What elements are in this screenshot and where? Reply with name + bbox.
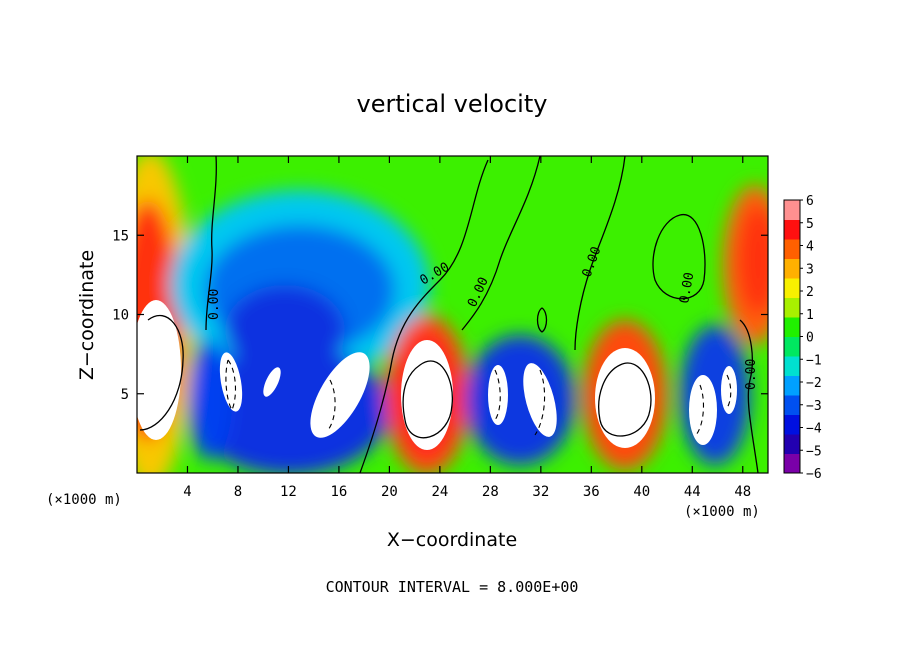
y-tick-label: 15: [112, 228, 129, 244]
x-tick-label: 16: [330, 484, 347, 500]
colorbar-tick-label: 0: [806, 331, 814, 346]
x-tick-label: 40: [633, 484, 650, 500]
contour-label: 0.00: [744, 359, 759, 390]
contour-label: 0.00: [677, 271, 697, 304]
zero-contour: [739, 319, 759, 473]
dashed-contour: [494, 369, 501, 421]
colorbar-swatch: [784, 414, 800, 435]
zero-contour: [574, 156, 626, 351]
colorbar-swatch: [784, 395, 800, 415]
zero-contour: [536, 307, 548, 333]
colorbar-tick-label: 3: [806, 262, 814, 277]
zero-contour: [359, 159, 489, 473]
colorbar-swatch: [784, 317, 800, 337]
y-axis: 5 10 15: [112, 228, 768, 403]
x-axis: 4 8 12 16 20 24 28 32 36 40 44 48: [183, 156, 751, 500]
contour-line: [139, 314, 184, 431]
colorbar-tick-label: −2: [806, 376, 822, 391]
colorbar-tick-label: −6: [806, 467, 822, 482]
x-tick-label: 36: [583, 484, 600, 500]
x-unit-right: (×1000 m): [684, 504, 760, 520]
contour-line: [402, 360, 454, 439]
colorbar-swatch: [784, 258, 800, 279]
dashed-contour: [726, 374, 732, 409]
y-tick-label: 5: [121, 387, 129, 403]
contour-line: [598, 362, 652, 437]
x-tick-label: 28: [482, 484, 499, 500]
x-tick-label: 32: [532, 484, 549, 500]
x-tick-label: 44: [684, 484, 701, 500]
dashed-contour: [327, 379, 336, 431]
negative-contours: [225, 359, 732, 436]
contour-interval-note: CONTOUR INTERVAL = 8.000E+00: [326, 578, 579, 596]
colorbar-tick-label: 6: [806, 194, 814, 209]
colorbar-swatch: [784, 356, 800, 376]
colorbar-tick-label: −3: [806, 399, 822, 414]
dashed-contour: [225, 359, 237, 412]
x-tick-label: 48: [734, 484, 751, 500]
colorbar-tick-label: 4: [806, 240, 814, 255]
colorbar-swatch: [784, 336, 800, 357]
x-tick-label: 24: [431, 484, 448, 500]
plot-area: 0.00 0.00 0.00 0.00 0.00 0.00: [137, 156, 768, 473]
x-unit-left: (×1000 m): [46, 492, 122, 508]
contour-lines: [139, 156, 759, 473]
contour-label: 0.00: [207, 289, 222, 320]
colorbar-swatch: [784, 219, 800, 240]
y-tick-label: 10: [112, 308, 129, 324]
colorbar-ticks: 6 5 4 3 2 1 0 −1 −2 −3 −4 −5 −6: [800, 194, 822, 482]
colorbar-swatch: [784, 200, 800, 220]
colorbar-tick-label: −5: [806, 444, 822, 459]
colorbar-tick-label: 1: [806, 308, 814, 323]
zero-contour: [652, 214, 706, 300]
x-tick-label: 8: [234, 484, 242, 500]
y-axis-label: Z−coordinate: [76, 250, 98, 380]
colorbar-tick-label: 5: [806, 217, 814, 232]
colorbar-tick-label: −1: [806, 353, 822, 368]
colorbar: [783, 199, 801, 474]
x-tick-label: 20: [381, 484, 398, 500]
colorbar-swatch: [784, 434, 800, 454]
zero-contour: [461, 156, 541, 331]
dashed-contour: [695, 384, 705, 436]
colorbar-tick-label: −4: [806, 422, 822, 437]
x-axis-label: X−coordinate: [387, 529, 517, 551]
zero-contour: [205, 156, 217, 331]
colorbar-tick-label: 2: [806, 285, 814, 300]
colorbar-swatch: [784, 278, 800, 298]
chart-title: vertical velocity: [357, 90, 548, 118]
colorbar-swatch: [784, 297, 800, 318]
colorbar-swatch: [784, 453, 800, 474]
x-tick-label: 4: [183, 484, 191, 500]
x-tick-label: 12: [280, 484, 297, 500]
colorbar-swatch: [784, 375, 800, 396]
colorbar-swatch: [784, 239, 800, 259]
